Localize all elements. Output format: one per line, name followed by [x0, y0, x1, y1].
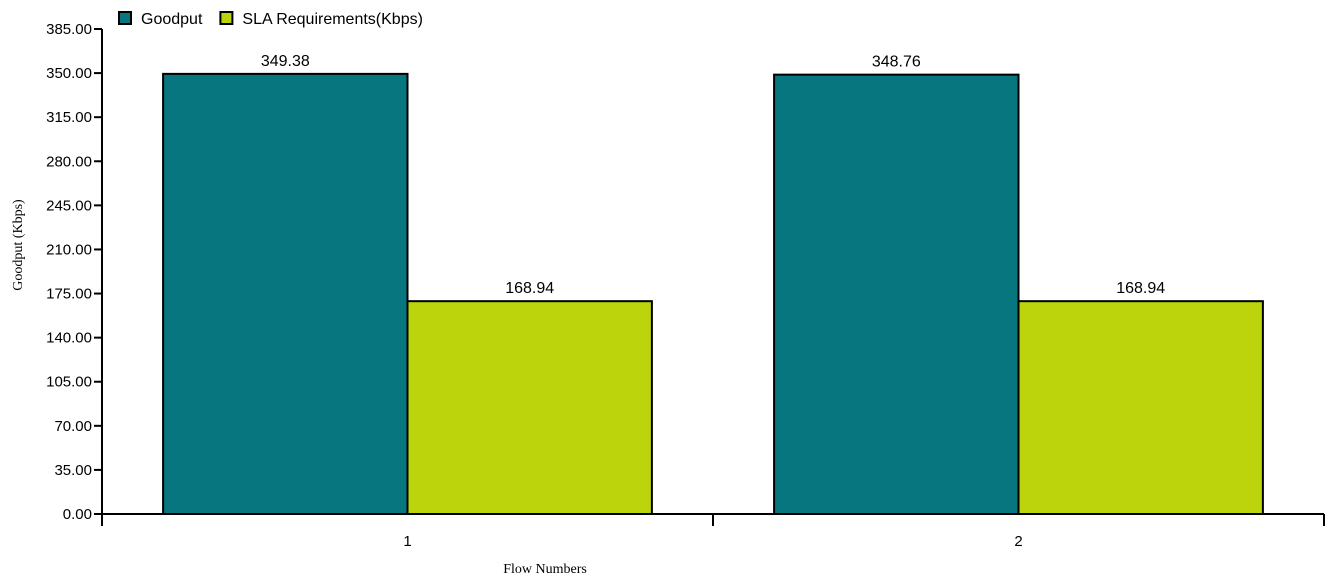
y-tick-label: 70.00: [54, 418, 92, 435]
y-tick-label: 105.00: [46, 374, 92, 391]
bar-goodput-flow-2: [773, 73, 1020, 515]
legend: Goodput SLA Requirements(Kbps): [118, 11, 423, 28]
y-tick-label: 280.00: [46, 153, 92, 170]
y-tick-label: 210.00: [46, 241, 92, 258]
data-labels: 349.38 168.94 348.76 168.94: [261, 53, 1165, 297]
x-tick-label: 2: [1014, 533, 1022, 550]
y-axis-title: Goodput (Kbps): [11, 199, 26, 291]
y-tick-label: 315.00: [46, 109, 92, 126]
y-axis: 0.00 35.00 70.00 105.00 140.00 175.00 210.00 24…: [46, 21, 103, 523]
legend-swatch: [118, 11, 132, 25]
legend-label: Goodput: [141, 11, 203, 28]
y-tick-label: 245.00: [46, 197, 92, 214]
x-tick-label: 1: [403, 533, 411, 550]
bar-value-label: 349.38: [261, 53, 310, 70]
y-tick-label: 0.00: [63, 506, 92, 523]
bar-goodput-flow-1: [162, 72, 409, 515]
bar-sla-requirements-flow-1: [406, 300, 653, 515]
y-tick-label: 385.00: [46, 21, 92, 38]
x-axis-title: Flow Numbers: [503, 562, 587, 577]
bar-value-label: 168.94: [505, 280, 554, 297]
legend-swatch: [219, 11, 234, 25]
legend-label: SLA Requirements(Kbps): [242, 11, 423, 28]
bar-value-label: 168.94: [1116, 280, 1165, 297]
y-tick-label: 140.00: [46, 330, 92, 347]
bars: [162, 72, 1264, 515]
y-tick-label: 175.00: [46, 286, 92, 303]
bar-value-label: 348.76: [872, 54, 921, 71]
y-tick-label: 35.00: [54, 462, 92, 479]
bar-sla-requirements-flow-2: [1017, 300, 1264, 515]
y-tick-label: 350.00: [46, 65, 92, 82]
